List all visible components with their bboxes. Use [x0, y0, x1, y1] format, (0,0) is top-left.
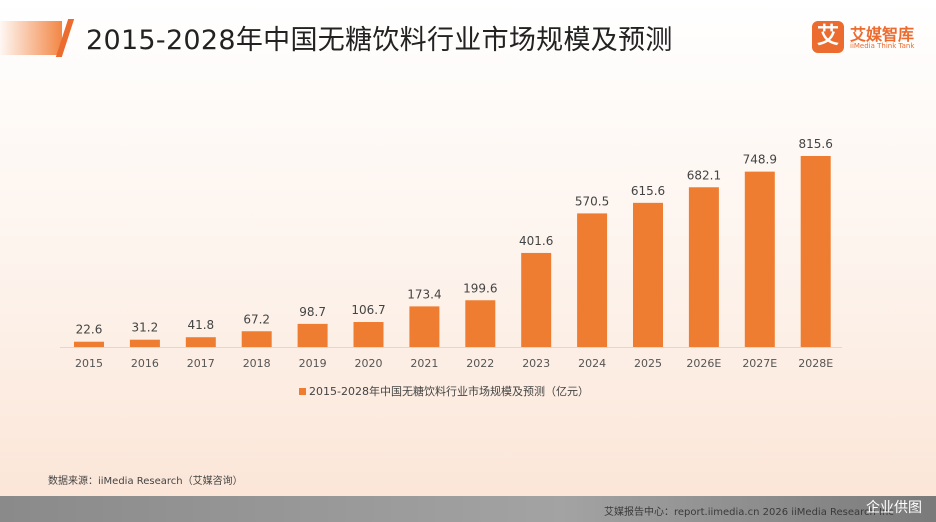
brand-logo: 艾 艾媒智库 iiMedia Think Tank: [812, 21, 922, 55]
data-label-2028E: 815.6: [799, 137, 833, 151]
data-label-2018: 67.2: [243, 312, 270, 326]
x-tick-2017: 2017: [187, 357, 215, 370]
data-label-2019: 98.7: [299, 305, 326, 319]
data-label-2025: 615.6: [631, 184, 665, 198]
x-tick-2028E: 2028E: [798, 357, 833, 370]
x-tick-2026E: 2026E: [686, 357, 721, 370]
bar-2020: [353, 322, 384, 347]
data-label-2026E: 682.1: [687, 168, 721, 182]
slide-background: [0, 0, 936, 496]
bar-chart: 22.6 2015 31.2 2016 41.8 2017 67.2 2018 98.7 2019…: [60, 137, 842, 370]
legend-label: 2015-2028年中国无糖饮料行业市场规模及预测（亿元）: [309, 385, 589, 398]
x-tick-2021: 2021: [410, 357, 438, 370]
bar-2023: [521, 252, 552, 347]
watermark: 企业供图: [866, 500, 922, 516]
x-tick-2015: 2015: [75, 357, 103, 370]
footer-text: 艾媒报告中心：report.iimedia.cn 2026 iiMedia Re…: [604, 507, 894, 518]
bar-2027E: [744, 171, 775, 347]
data-label-2016: 31.2: [132, 321, 159, 335]
page-title: 2015-2028年中国无糖饮料行业市场规模及预测: [86, 25, 673, 56]
data-source: 数据来源：iiMedia Research（艾媒咨询）: [48, 476, 243, 487]
data-label-2024: 570.5: [575, 194, 609, 208]
bar-2017: [185, 337, 216, 347]
title-accent-bar: [0, 21, 62, 55]
x-tick-2018: 2018: [243, 357, 271, 370]
bar-2028E: [800, 156, 831, 347]
logo-icon: 艾: [812, 21, 844, 53]
x-tick-2022: 2022: [466, 357, 494, 370]
x-tick-2020: 2020: [355, 357, 383, 370]
legend-swatch: [299, 387, 306, 395]
bar-2022: [465, 300, 496, 347]
bar-2015: [74, 341, 104, 347]
bar-2019: [297, 323, 328, 347]
logo-tagline: iiMedia Think Tank: [850, 42, 915, 50]
bar-2026E: [688, 187, 719, 347]
data-label-2022: 199.6: [463, 281, 497, 295]
bar-2021: [409, 306, 440, 347]
logo-name: 艾媒智库: [850, 25, 915, 44]
data-label-2021: 173.4: [407, 287, 441, 301]
chart-legend: 2015-2028年中国无糖饮料行业市场规模及预测（亿元）: [299, 383, 589, 399]
bar-2024: [577, 213, 608, 347]
data-label-2027E: 748.9: [743, 153, 777, 167]
data-label-2020: 106.7: [351, 303, 385, 317]
data-label-2017: 41.8: [187, 318, 214, 332]
x-tick-2027E: 2027E: [742, 357, 777, 370]
x-tick-2019: 2019: [299, 357, 327, 370]
bar-2016: [129, 339, 160, 347]
bar-2018: [241, 331, 272, 347]
x-tick-2023: 2023: [522, 357, 550, 370]
x-tick-2016: 2016: [131, 357, 159, 370]
x-tick-2025: 2025: [634, 357, 662, 370]
data-label-2015: 22.6: [76, 323, 103, 337]
bar-2025: [633, 202, 663, 347]
footer-bar: [0, 496, 936, 522]
x-tick-2024: 2024: [578, 357, 606, 370]
data-label-2023: 401.6: [519, 234, 553, 248]
